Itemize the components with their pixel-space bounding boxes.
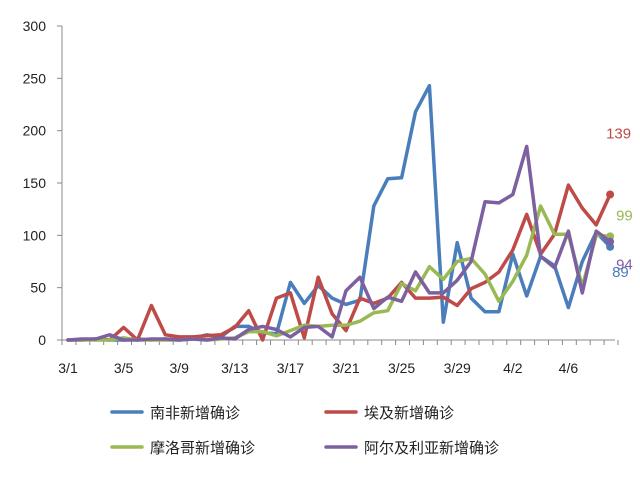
series-line [66,183,612,342]
legend-label: 摩洛哥新增确诊 [150,439,255,457]
x-tick-label: 3/5 [114,360,134,376]
series-3: 94 [66,144,633,342]
legend-item: 摩洛哥新增确诊 [110,439,255,457]
x-tick-label: 3/1 [58,360,78,376]
series-layer: 89 139 99 94 [66,83,633,342]
legend-label: 阿尔及利亚新增确诊 [364,439,499,457]
y-tick-label: 200 [23,123,47,139]
y-tick-label: 0 [38,332,46,348]
end-value-label: 89 [612,264,629,281]
end-value-label: 99 [616,207,633,224]
legend-item: 南非新增确诊 [110,404,240,422]
legend-label: 南非新增确诊 [150,404,240,422]
y-tick-label: 100 [23,227,47,243]
x-tick-label: 3/25 [388,360,415,376]
y-tick-label: 150 [23,175,47,191]
legend-item: 阿尔及利亚新增确诊 [324,439,499,457]
y-tick-label: 250 [23,70,47,86]
y-tick-label: 50 [30,280,46,296]
last-point-marker [606,190,615,199]
last-point-marker [606,237,615,246]
end-value-label: 94 [616,257,633,274]
x-tick-label: 4/2 [503,360,523,376]
legend-label: 埃及新增确诊 [364,404,454,422]
x-tick-label: 3/9 [169,360,189,376]
x-tick-label: 3/29 [444,360,471,376]
series-1: 139 [66,126,631,342]
end-value-label: 139 [606,126,631,143]
series-line [66,144,612,342]
x-tick-label: 3/13 [221,360,248,376]
axes: 0 50 100 150 200 250 300 3/1 3/5 3/9 3/13 3/17 3/21 3… [23,18,619,376]
x-tick-label: 4/6 [559,360,579,376]
x-tick-label: 3/21 [332,360,359,376]
series-line [66,83,612,342]
x-tick-label: 3/17 [277,360,304,376]
y-tick-label: 300 [23,18,47,34]
legend-item: 埃及新增确诊 [324,404,454,422]
